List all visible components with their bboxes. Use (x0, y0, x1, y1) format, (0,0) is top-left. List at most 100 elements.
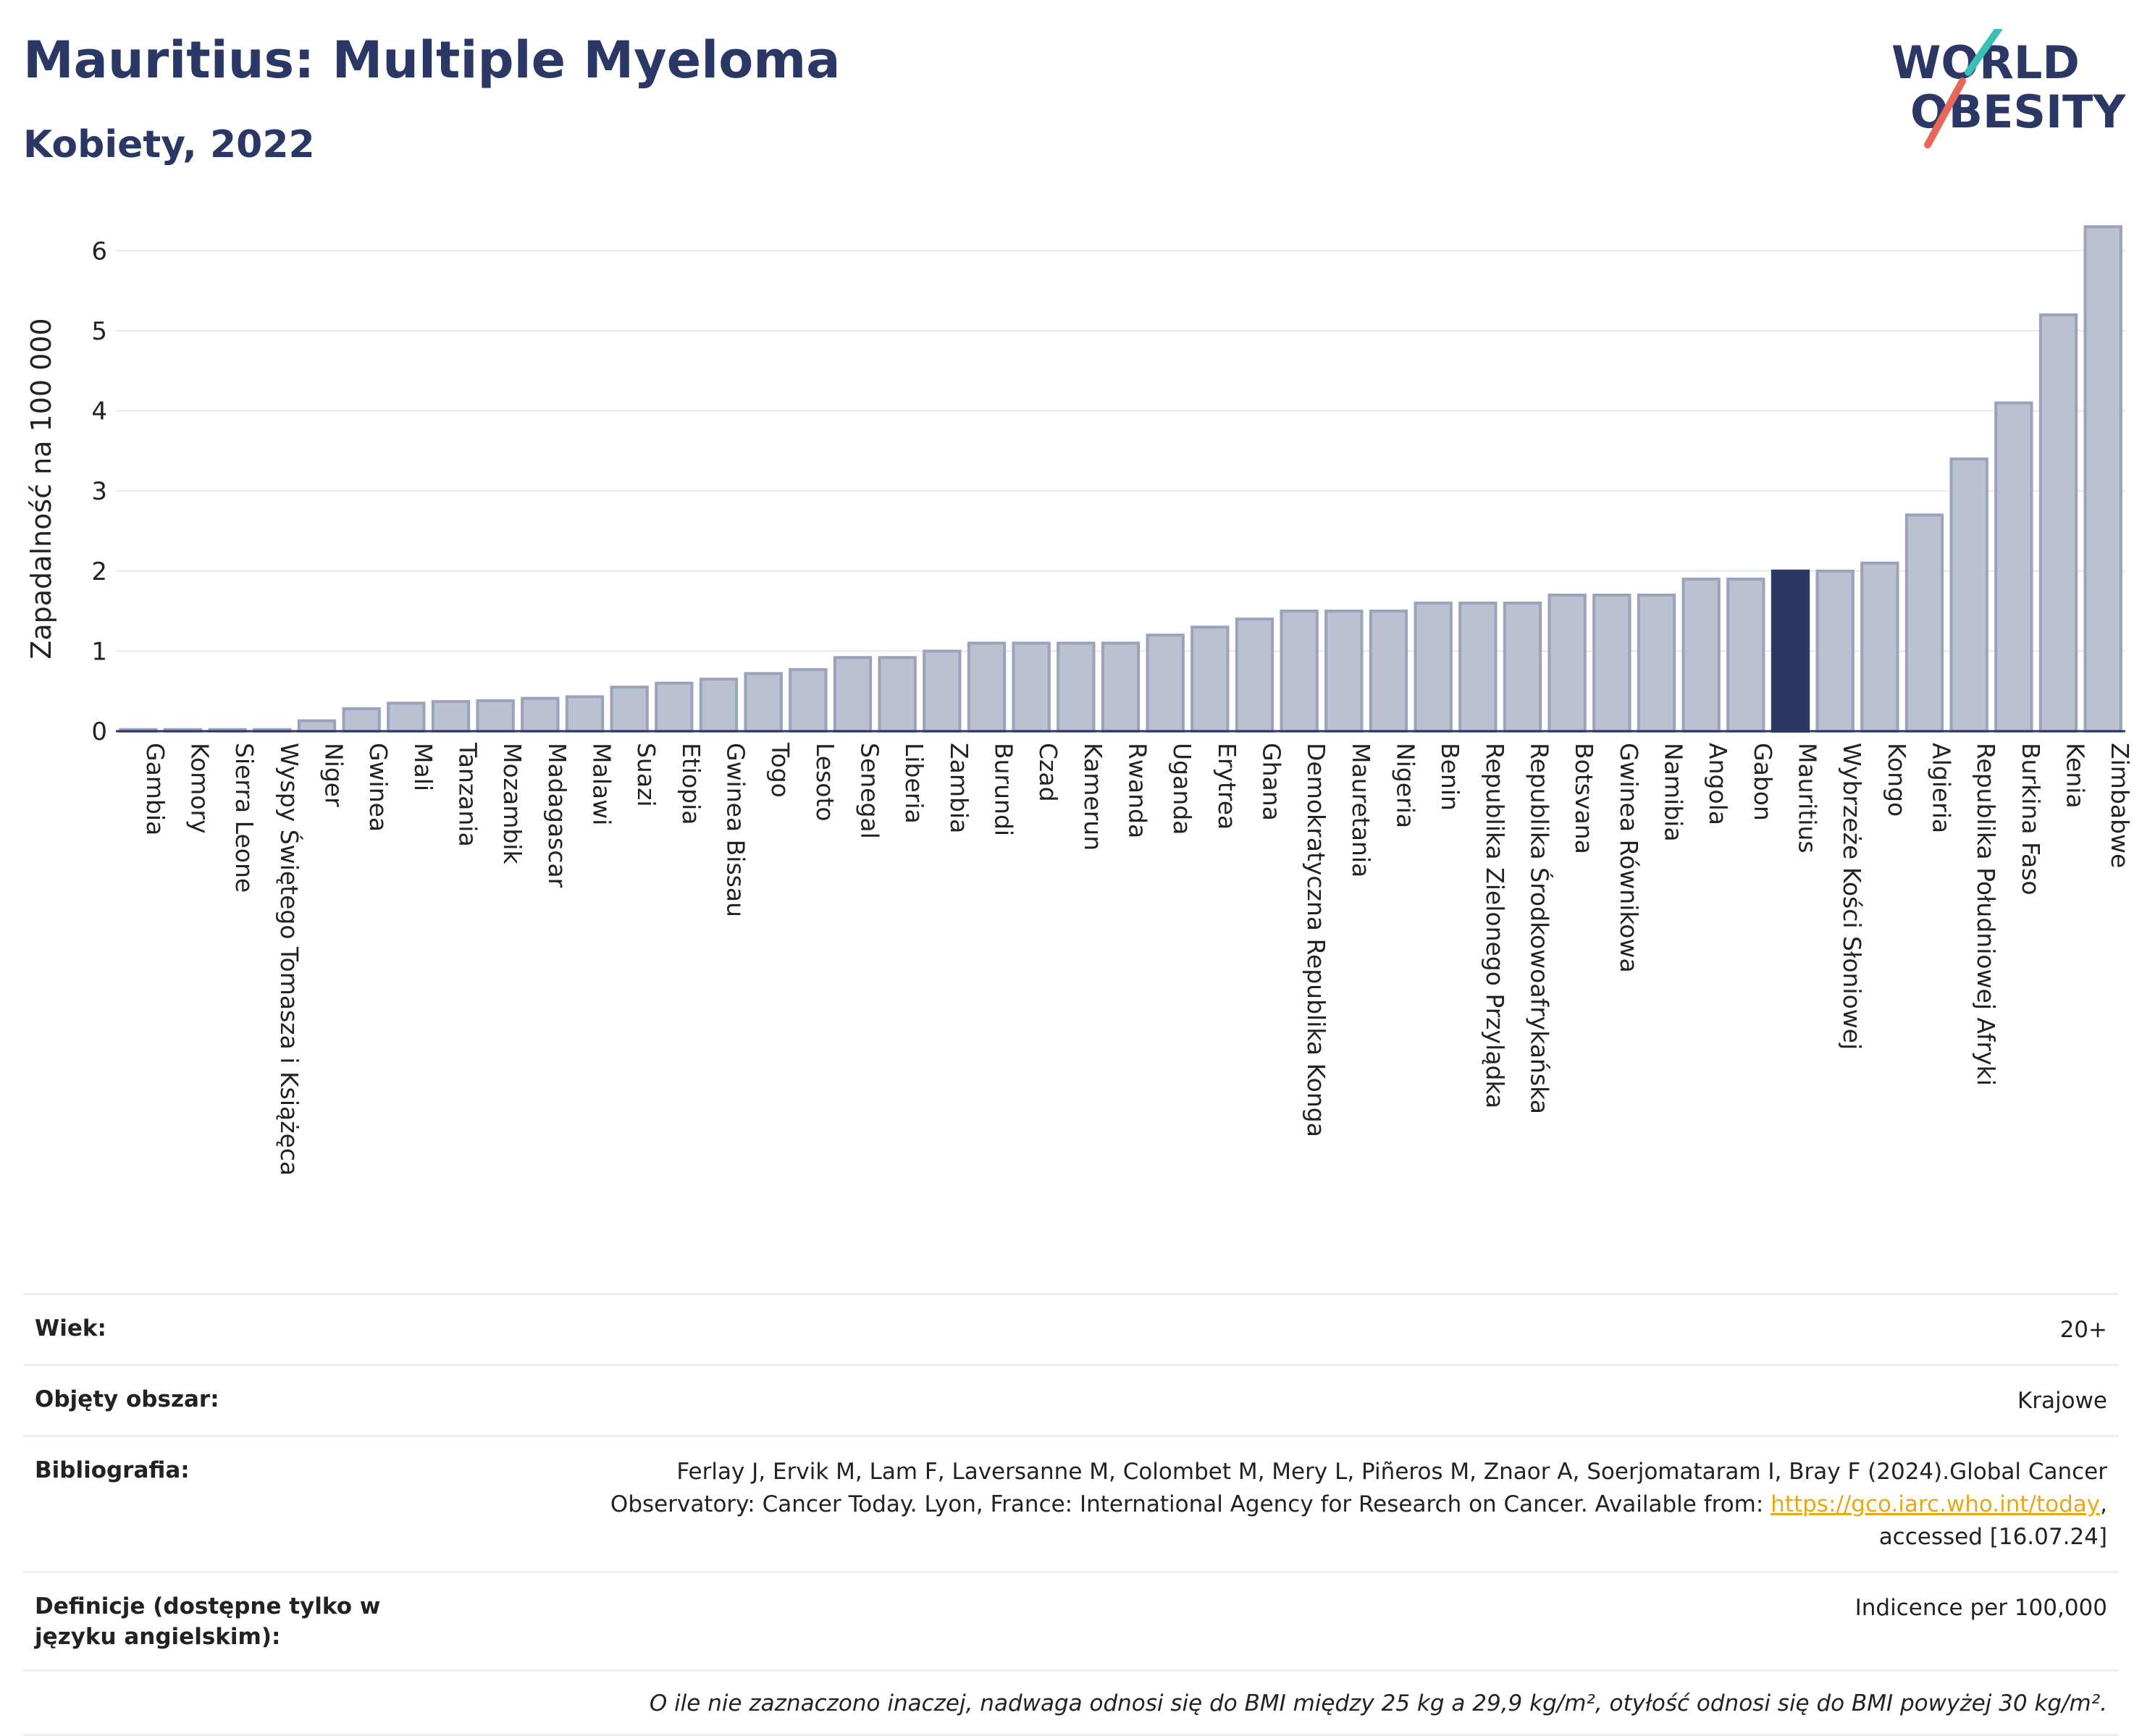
bar-czad (1012, 641, 1051, 733)
bar-mauritius (1771, 569, 1810, 733)
bar-ghana (1235, 618, 1274, 733)
world-obesity-logo: WORLD OBESITY (1891, 29, 2126, 148)
meta-row-age: Wiek: 20+ (23, 1293, 2119, 1364)
bar-mali (387, 701, 426, 733)
bar-benin (1414, 602, 1453, 733)
x-tick-label: Zimbabwe (2106, 743, 2134, 868)
bar-demokratyczna-republika-konga (1280, 610, 1319, 733)
definitions-label: Definicje (dostępne tylko w języku angie… (35, 1593, 381, 1650)
x-tick-label: Mozambik (498, 743, 526, 864)
bar-senegal (833, 656, 873, 733)
x-tick-label: Algieria (1928, 743, 1956, 833)
bibliography-line3: accessed [16.07.24] (1878, 1523, 2107, 1550)
bar-gwinea-równikowa (1592, 593, 1631, 733)
x-tick-label: Republika Zielonego Przylądka (1481, 743, 1509, 1108)
chart-title: Mauritius: Multiple Myeloma (23, 30, 841, 90)
x-tick-label: Botsvana (1570, 743, 1598, 854)
x-tick-label: Niger (320, 743, 348, 807)
x-tick-label: Komory (186, 743, 214, 834)
x-tick-label: Zambia (945, 743, 973, 833)
bar-nigeria (1369, 610, 1408, 733)
bmi-note: O ile nie zaznaczono inaczej, nadwaga od… (649, 1690, 2107, 1717)
meta-row-note: O ile nie zaznaczono inaczej, nadwaga od… (23, 1669, 2119, 1736)
bar-togo (744, 672, 783, 733)
bars (119, 225, 2122, 733)
y-tick-label: 2 (91, 557, 107, 586)
x-tick-label: Republika Południowej Afryki (1972, 743, 2000, 1086)
x-axis-labels: Gambia Komory Sierra Leone Wyspy Świętego T… (141, 742, 2134, 1176)
bar-suazi (610, 686, 649, 733)
x-tick-label: Angola (1704, 743, 1732, 825)
x-tick-label: Demokratyczna Republika Konga (1302, 743, 1330, 1137)
x-tick-label: Malawi (588, 743, 616, 825)
x-tick-label: Liberia (900, 743, 928, 824)
bar-algieria (1904, 513, 1944, 733)
bar-mauretania (1324, 610, 1364, 733)
x-tick-label: Namibia (1660, 743, 1688, 842)
bar-gabon (1726, 577, 1765, 733)
x-tick-label: Mauretania (1347, 743, 1375, 877)
y-tick-label: 4 (91, 397, 107, 426)
x-tick-label: Gambia (141, 743, 169, 835)
bibliography-value: Ferlay J, Ervik M, Lam F, Laversanne M, … (610, 1456, 2107, 1554)
bar-erytrea (1190, 625, 1230, 733)
area-label: Objęty obszar: (35, 1386, 219, 1412)
metadata-table: Wiek: 20+ Objęty obszar: Krajowe Bibliog… (23, 1293, 2119, 1736)
x-tick-label: Czad (1034, 743, 1062, 802)
x-tick-label: Rwanda (1124, 743, 1152, 838)
y-tick-label: 1 (91, 637, 107, 666)
x-tick-label: Gabon (1749, 743, 1777, 821)
bar-botsvana (1547, 593, 1587, 733)
x-tick-label: Madagascar (543, 743, 571, 888)
bar-etiopia (655, 681, 694, 733)
x-tick-label: Ghana (1258, 743, 1286, 821)
bar-republika-środkowoafrykańska (1503, 602, 1542, 733)
bar-zimbabwe (2083, 225, 2122, 733)
y-axis-ticks: 0 1 2 3 4 5 6 (91, 237, 107, 746)
bar-niger (297, 719, 337, 733)
x-tick-label: Gwinea Bissau (722, 743, 750, 917)
age-value: 20+ (2059, 1317, 2107, 1343)
y-tick-label: 5 (91, 317, 107, 346)
age-label: Wiek: (35, 1315, 106, 1341)
bibliography-line2: Observatory: Cancer Today. Lyon, France:… (610, 1491, 1771, 1517)
bar-uganda (1146, 633, 1185, 733)
x-tick-label: Lesoto (811, 743, 839, 822)
definitions-value: Indicence per 100,000 (1855, 1594, 2107, 1621)
bar-wybrzeże-kości-słoniowej (1815, 569, 1855, 733)
meta-row-area: Objęty obszar: Krajowe (23, 1363, 2119, 1435)
y-tick-label: 6 (91, 237, 107, 266)
bibliography-label: Bibliografia: (35, 1457, 190, 1483)
x-tick-label: Mauritius (1794, 743, 1822, 854)
x-tick-label: Gwinea Równikowa (1615, 743, 1643, 973)
x-tick-label: Sierra Leone (230, 743, 259, 893)
x-tick-label: Republika Środkowoafrykańska (1526, 743, 1555, 1114)
meta-row-bibliography: Bibliografia: Ferlay J, Ervik M, Lam F, … (23, 1434, 2119, 1571)
bar-kongo (1860, 561, 1899, 733)
x-tick-label: Tanzania (454, 742, 482, 847)
x-tick-label: Wybrzeże Kości Słoniowej (1838, 743, 1866, 1050)
area-value: Krajowe (2017, 1387, 2107, 1414)
x-tick-label: Nigeria (1392, 743, 1420, 828)
x-tick-label: Uganda (1168, 743, 1196, 835)
bibliography-line2-end: , (2100, 1491, 2107, 1517)
x-tick-label: Burkina Faso (2017, 743, 2045, 896)
y-axis-label: Zapadalność na 100 000 (25, 318, 57, 659)
bar-zambia (923, 649, 962, 733)
bar-lesoto (789, 667, 828, 733)
x-tick-label: Gwinea (364, 743, 392, 832)
bar-mozambik (476, 699, 515, 733)
x-tick-label: Senegal (856, 743, 884, 839)
bar-burundi (967, 641, 1007, 733)
bar-liberia (878, 656, 917, 733)
x-tick-label: Wyspy Świętego Tomasza i Książęca (275, 743, 304, 1176)
bar-burkina-faso (1994, 401, 2033, 733)
x-tick-label: Mali (409, 743, 437, 791)
x-tick-label: Etiopia (677, 743, 705, 825)
bar-gwinea-bissau (699, 678, 739, 733)
bar-kenia (2038, 313, 2078, 733)
bibliography-link[interactable]: https://gco.iarc.who.int/today (1771, 1491, 2101, 1517)
bar-republika-zielonego-przylądka (1458, 602, 1498, 733)
x-tick-label: Kenia (2062, 743, 2090, 809)
chart-subtitle: Kobiety, 2022 (23, 123, 315, 167)
